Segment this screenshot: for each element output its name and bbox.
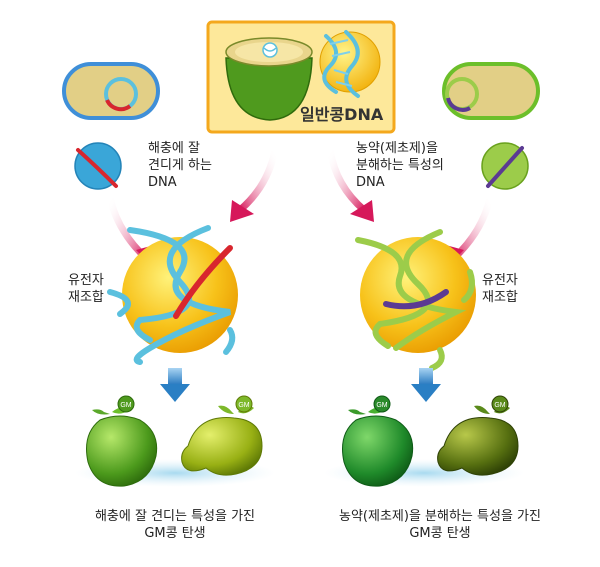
center-bean-dna-label: 일반콩DNA xyxy=(300,105,384,124)
left-recombination-label: 유전자 재조합 xyxy=(68,273,104,305)
left-down-arrow xyxy=(160,368,190,402)
right-gene-label: 농약(제초제)을 분해하는 특성의 DNA xyxy=(356,141,444,190)
left-gm-badge-1-text: GM xyxy=(120,402,131,409)
right-bacterium-icon xyxy=(442,62,540,120)
right-gm-beans: GM GM xyxy=(324,395,524,487)
left-bean-oval xyxy=(181,405,263,476)
left-gm-badge-2-text: GM xyxy=(238,402,249,409)
right-gm-badge-1-text: GM xyxy=(376,402,387,409)
right-bean-oval xyxy=(437,405,519,476)
left-gm-badge-2: GM xyxy=(235,395,253,413)
right-gm-badge-2-text: GM xyxy=(494,402,505,409)
right-bean-round xyxy=(342,407,414,487)
bean-cell-dna-icon xyxy=(319,30,381,98)
left-bacterium-icon xyxy=(62,62,160,120)
center-bean-dna-box xyxy=(206,20,396,134)
left-gm-badge-1: GM xyxy=(117,395,135,413)
left-gm-beans: GM GM xyxy=(75,395,275,487)
left-gene-label: 해충에 잘 견디게 하는 DNA xyxy=(148,141,212,190)
left-recombined-cell xyxy=(107,225,238,365)
arrow-to-left-cell-from-center xyxy=(230,149,279,222)
cut-bean-icon xyxy=(225,37,313,121)
arrow-to-right-cell-from-center xyxy=(326,149,374,222)
right-down-arrow xyxy=(411,368,441,402)
right-recombination-label: 유전자 재조합 xyxy=(482,273,518,305)
right-gm-badge-2: GM xyxy=(491,395,509,413)
left-dna-segment-icon xyxy=(74,142,122,190)
left-result-label: 해충에 잘 견디는 특성을 가진 GM콩 탄생 xyxy=(94,509,256,541)
right-result-label: 농약(제초제)을 분해하는 특성을 가진 GM콩 탄생 xyxy=(339,509,541,541)
right-recombined-cell xyxy=(355,229,476,371)
left-bean-round xyxy=(86,407,158,487)
right-dna-segment-icon xyxy=(481,142,529,190)
right-gm-badge-1: GM xyxy=(373,395,391,413)
